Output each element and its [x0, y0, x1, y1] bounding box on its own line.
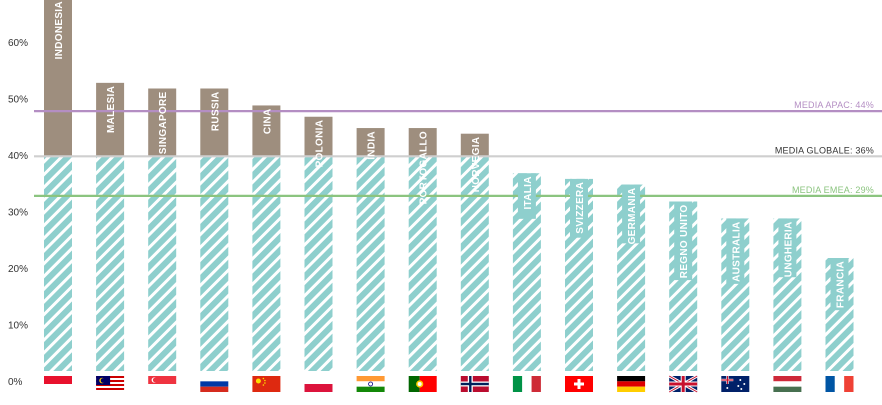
bar: [44, 156, 72, 371]
bar: [356, 156, 385, 371]
bar-label: SVIZZERA: [575, 182, 586, 234]
flags: [44, 374, 854, 394]
bar: [304, 156, 333, 371]
bar-above-average-segment: [200, 88, 229, 157]
bar-above-average-segment: [252, 105, 281, 157]
bar: [200, 156, 229, 371]
india-flag-icon: [356, 376, 385, 392]
bar-label-background: [778, 218, 797, 278]
y-axis: 0% 10% 20% 30% 40% 50% 60%: [8, 38, 28, 388]
bar-label-background: [830, 258, 849, 311]
bar: [96, 156, 125, 371]
y-tick-label: 40%: [8, 151, 28, 162]
bar-label: RUSSIA: [210, 92, 221, 132]
reference-line-label: MEDIA EMEA: 29%: [792, 185, 874, 195]
bar: [460, 156, 489, 371]
switzerland-flag-icon: [565, 376, 593, 392]
china-flag-icon: [252, 376, 281, 392]
germany-flag-icon: [617, 376, 646, 392]
bar-label-background: [674, 201, 693, 281]
france-flag-icon: [825, 376, 854, 392]
bar-above-average-segment: [304, 116, 333, 157]
bar-label-background: [570, 178, 588, 238]
y-tick-label: 50%: [8, 95, 28, 106]
australia-flag-icon: [721, 376, 750, 392]
bar-label: GERMANIA: [627, 188, 638, 245]
bar-label: AUSTRALIA: [731, 221, 742, 281]
y-tick-label: 0%: [8, 377, 23, 388]
bar-label: CINA: [262, 108, 273, 134]
poland-flag-icon: [304, 376, 333, 392]
portugal-flag-icon: [408, 376, 437, 392]
bar-label-background: [517, 173, 536, 219]
bar-above-average-segment: [44, 0, 72, 157]
bars: [44, 0, 854, 371]
bar-label: POLONIA: [315, 120, 326, 168]
bar-above-average-segment: [408, 128, 437, 157]
bar-labels: INDONESIA MALESIA SINGAPORE RUSSIA CINA POLON…: [54, 1, 849, 311]
norway-flag-icon: [460, 376, 489, 392]
bar-label: INDIA: [367, 131, 378, 160]
reference-line-label: MEDIA GLOBALE: 36%: [775, 145, 874, 155]
bar-label-background: [726, 218, 745, 284]
reference-line-label: MEDIA APAC: 44%: [794, 100, 874, 110]
bar-label: ITALIA: [523, 176, 534, 209]
bar-label: UNGHERIA: [783, 221, 794, 277]
malaysia-flag-icon: [96, 376, 125, 392]
singapore-flag-icon: [148, 376, 177, 392]
bar-label-background: [622, 184, 641, 244]
reference-lines: MEDIA APAC: 44% MEDIA GLOBALE: 36% MEDIA E…: [34, 100, 882, 197]
bar: [408, 156, 437, 371]
bar-above-average-segment: [96, 82, 125, 157]
italy-flag-icon: [512, 376, 541, 392]
bar-above-average-segment: [460, 133, 489, 157]
bar-label: MALESIA: [106, 86, 117, 133]
bar-label: NORVEGIA: [471, 137, 482, 193]
y-tick-label: 20%: [8, 264, 28, 275]
uk-flag-icon: [668, 374, 698, 394]
bar-above-average-segment: [356, 128, 385, 157]
bar-label: SINGAPORE: [158, 91, 169, 154]
russia-flag-icon: [200, 376, 229, 392]
bar-label: FRANCIA: [836, 261, 847, 308]
bar-label: INDONESIA: [54, 1, 65, 59]
y-tick-label: 60%: [8, 38, 28, 49]
y-tick-label: 30%: [8, 208, 28, 219]
indonesia-flag-icon: [44, 376, 72, 392]
bar-label: PORTOGALLO: [419, 131, 430, 204]
hungary-flag-icon: [773, 376, 802, 392]
bar: [148, 156, 177, 371]
bar: [252, 156, 281, 371]
bar-above-average-segment: [148, 88, 177, 157]
y-tick-label: 10%: [8, 321, 28, 332]
bar-label: REGNO UNITO: [679, 205, 690, 279]
